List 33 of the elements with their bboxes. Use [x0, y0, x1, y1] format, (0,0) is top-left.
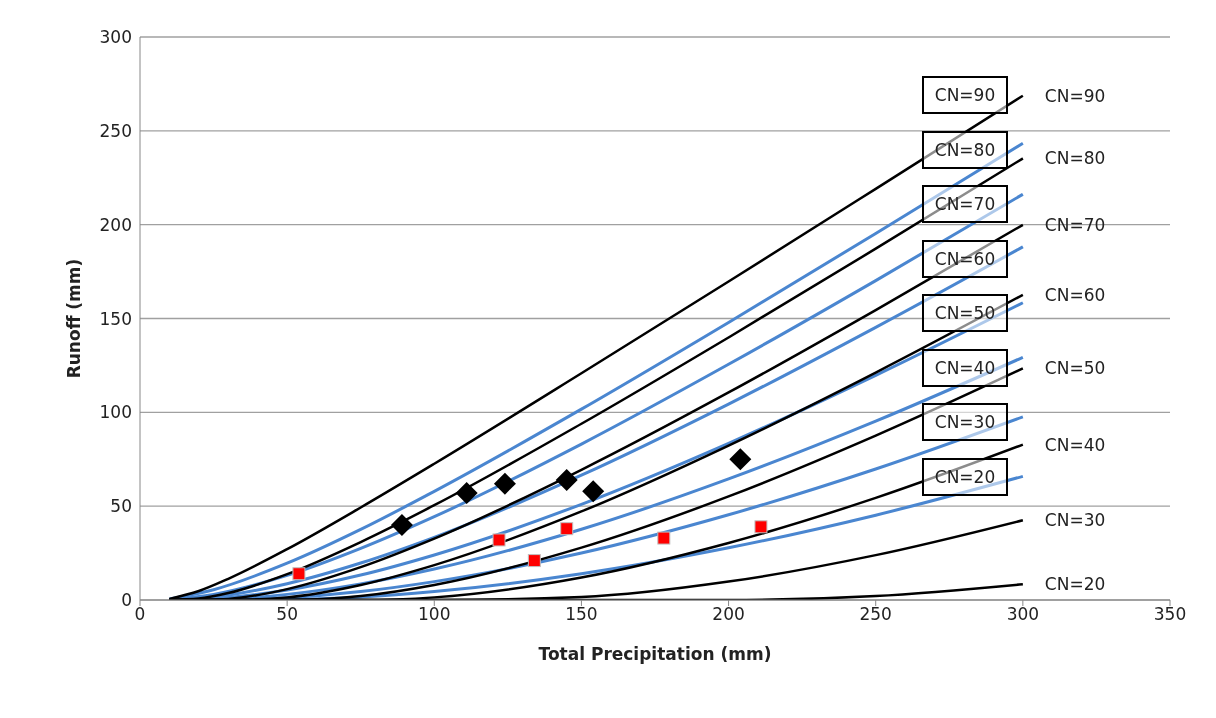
y-tick-label: 300	[99, 27, 132, 48]
series-label: CN=20	[1044, 574, 1106, 595]
series-label: CN=90	[1044, 85, 1106, 106]
annotation: CN=40	[922, 348, 1008, 387]
y-tick-label: 0	[121, 590, 132, 611]
series-label: CN=80	[1044, 148, 1106, 169]
annotation: CN=80	[922, 130, 1008, 169]
x-tick-label: 300	[1006, 604, 1040, 625]
x-tick-label: 0	[134, 604, 146, 625]
annotation: CN=60	[922, 239, 1008, 278]
y-tick-label: 250	[99, 120, 132, 141]
series-label: CN=50	[1044, 358, 1106, 379]
series-label: CN=30	[1044, 510, 1106, 531]
annotation: CN=30	[922, 403, 1008, 441]
series-label: CN=40	[1044, 434, 1106, 455]
series-label: CN=60	[1044, 284, 1106, 305]
series-label: CN=70	[1044, 214, 1106, 235]
y-tick-label: 50	[110, 496, 132, 517]
annotation: CN=20	[922, 457, 1008, 496]
y-tick-label: 150	[99, 308, 132, 329]
x-tick-label: 50	[276, 604, 298, 625]
annotation: CN=70	[922, 185, 1008, 223]
annotation: CN=50	[922, 294, 1008, 332]
x-tick-label: 350	[1153, 604, 1187, 625]
x-axis-title: Total Precipitation (mm)	[538, 644, 772, 664]
x-tick-label: 150	[565, 604, 598, 625]
x-tick-label: 250	[859, 604, 892, 625]
x-tick-label: 100	[418, 604, 451, 625]
y-tick-label: 100	[99, 402, 132, 423]
annotation: CN=90	[922, 76, 1008, 114]
y-tick-label: 200	[99, 214, 132, 235]
y-axis-title: Runoff (mm)	[64, 258, 85, 379]
x-tick-label: 200	[712, 604, 745, 625]
